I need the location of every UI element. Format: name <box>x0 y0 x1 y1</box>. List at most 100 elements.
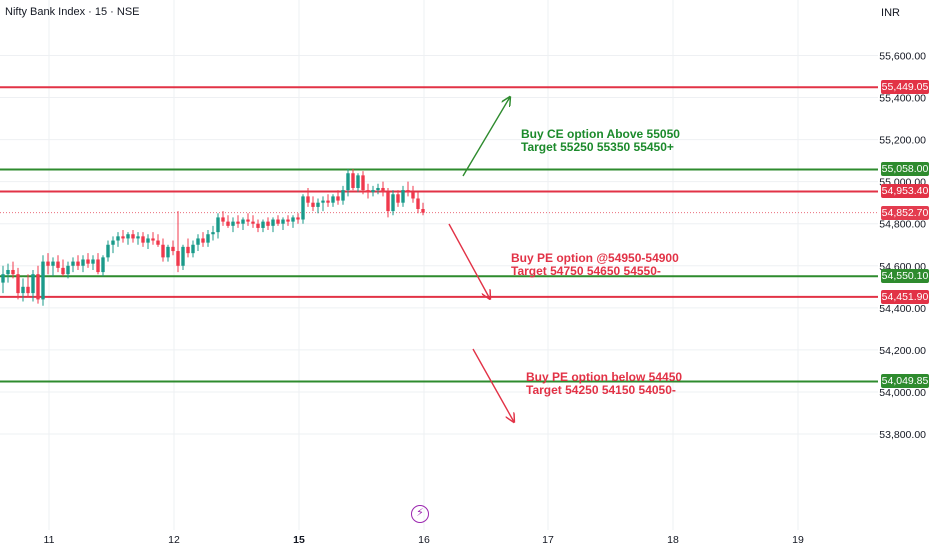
x-tick-label: 18 <box>667 534 679 546</box>
level-label: 54,049.85 <box>881 374 929 389</box>
candle-body <box>11 269 15 275</box>
candle-body <box>76 261 80 266</box>
candle-body <box>191 244 195 254</box>
candle-body <box>176 251 180 266</box>
candle-body <box>61 267 65 275</box>
candle-body <box>331 196 335 203</box>
y-tick-label: 55,600.00 <box>879 51 926 63</box>
x-tick-label: 12 <box>168 534 180 546</box>
candle-body <box>166 246 170 258</box>
x-tick-label: 17 <box>542 534 554 546</box>
candle-body <box>251 221 255 224</box>
y-tick-label: 53,800.00 <box>879 429 926 441</box>
candle-body <box>96 259 100 273</box>
candle-body <box>71 261 75 266</box>
candle-body <box>116 236 120 241</box>
candle-body <box>321 200 325 203</box>
candle-body <box>316 202 320 207</box>
annotation-buy-pe-below-line2: Target 54250 54150 54050- <box>526 383 676 397</box>
candles <box>1 169 425 306</box>
candle-body <box>101 257 105 273</box>
level-label: 54,550.10 <box>881 269 929 284</box>
level-label: 55,058.00 <box>881 162 929 177</box>
candle-body <box>91 259 95 264</box>
candle-body <box>421 209 425 213</box>
candle-body <box>366 190 370 193</box>
candle-body <box>391 194 395 212</box>
candle-body <box>296 217 300 220</box>
candle-body <box>246 219 250 222</box>
y-tick-label: 55,400.00 <box>879 93 926 105</box>
annotation-buy-pe-range-line2: Target 54750 54650 54550- <box>511 264 661 278</box>
candle-body <box>16 274 20 294</box>
candle-body <box>51 261 55 266</box>
candle-body <box>86 259 90 264</box>
candle-body <box>66 265 70 275</box>
candle-body <box>346 173 350 191</box>
candle-body <box>291 217 295 222</box>
candle-body <box>136 236 140 239</box>
x-tick-label: 16 <box>418 534 430 546</box>
candle-body <box>336 196 340 201</box>
level-label: 55,449.05 <box>881 80 929 95</box>
candle-body <box>361 175 365 191</box>
candle-body <box>226 221 230 226</box>
candle-body <box>231 221 235 226</box>
candle-body <box>156 240 160 245</box>
candle-body <box>376 187 380 191</box>
annotation-buy-ce-line1: Buy CE option Above 55050 <box>521 127 680 141</box>
annotation-buy-pe-range: Buy PE option @54950-54900 Target 54750 … <box>511 252 679 278</box>
candle-body <box>261 221 265 228</box>
candle-body <box>36 274 40 300</box>
candle-body <box>201 238 205 243</box>
candle-body <box>356 175 360 188</box>
time-axis[interactable]: 11 12 15 16 17 18 19 <box>44 534 804 546</box>
candle-body <box>146 238 150 243</box>
candle-body <box>221 217 225 222</box>
candle-body <box>311 202 315 207</box>
candle-body <box>281 219 285 224</box>
annotation-buy-ce: Buy CE option Above 55050 Target 55250 5… <box>521 128 680 154</box>
price-axis[interactable]: 55,600.0055,400.0055,200.0055,000.0054,8… <box>879 51 926 442</box>
level-label: 54,451.90 <box>881 289 929 304</box>
candle-body <box>276 219 280 224</box>
candle-body <box>46 261 50 266</box>
candle-body <box>111 240 115 245</box>
last-price-label: 54,852.70 <box>881 205 929 220</box>
level-label: 54,953.40 <box>881 184 929 199</box>
candle-body <box>306 196 310 203</box>
arrow-down-red-1 <box>448 223 490 299</box>
candle-body <box>31 274 35 294</box>
candle-body <box>236 221 240 224</box>
candle-body <box>121 236 125 239</box>
candle-body <box>371 190 375 193</box>
candle-body <box>41 261 45 300</box>
candle-body <box>26 286 30 294</box>
candle-body <box>286 219 290 222</box>
currency-label[interactable]: INR <box>881 7 900 19</box>
annotation-buy-pe-range-line1: Buy PE option @54950-54900 <box>511 251 679 265</box>
candle-body <box>256 223 260 228</box>
candle-body <box>206 234 210 243</box>
candle-body <box>21 286 25 294</box>
candle-body <box>341 190 345 201</box>
candle-body <box>381 187 385 193</box>
lightning-bolt-icon[interactable]: ⚡︎ <box>411 505 429 523</box>
candle-body <box>56 261 60 268</box>
candle-body <box>126 234 130 239</box>
x-tick-label: 19 <box>792 534 804 546</box>
candle-body <box>351 173 355 188</box>
candle-body <box>141 236 145 243</box>
x-tick-label: 11 <box>44 534 55 546</box>
annotation-arrows <box>448 97 514 422</box>
annotation-buy-pe-below: Buy PE option below 54450 Target 54250 5… <box>526 371 682 397</box>
candle-body <box>6 269 10 275</box>
y-tick-label: 55,200.00 <box>879 135 926 147</box>
candle-body <box>216 217 220 233</box>
y-tick-label: 54,000.00 <box>879 387 926 399</box>
arrow-up-green <box>462 97 510 177</box>
candle-body <box>301 196 305 220</box>
chart-grid <box>0 0 878 530</box>
candle-body <box>396 194 400 203</box>
